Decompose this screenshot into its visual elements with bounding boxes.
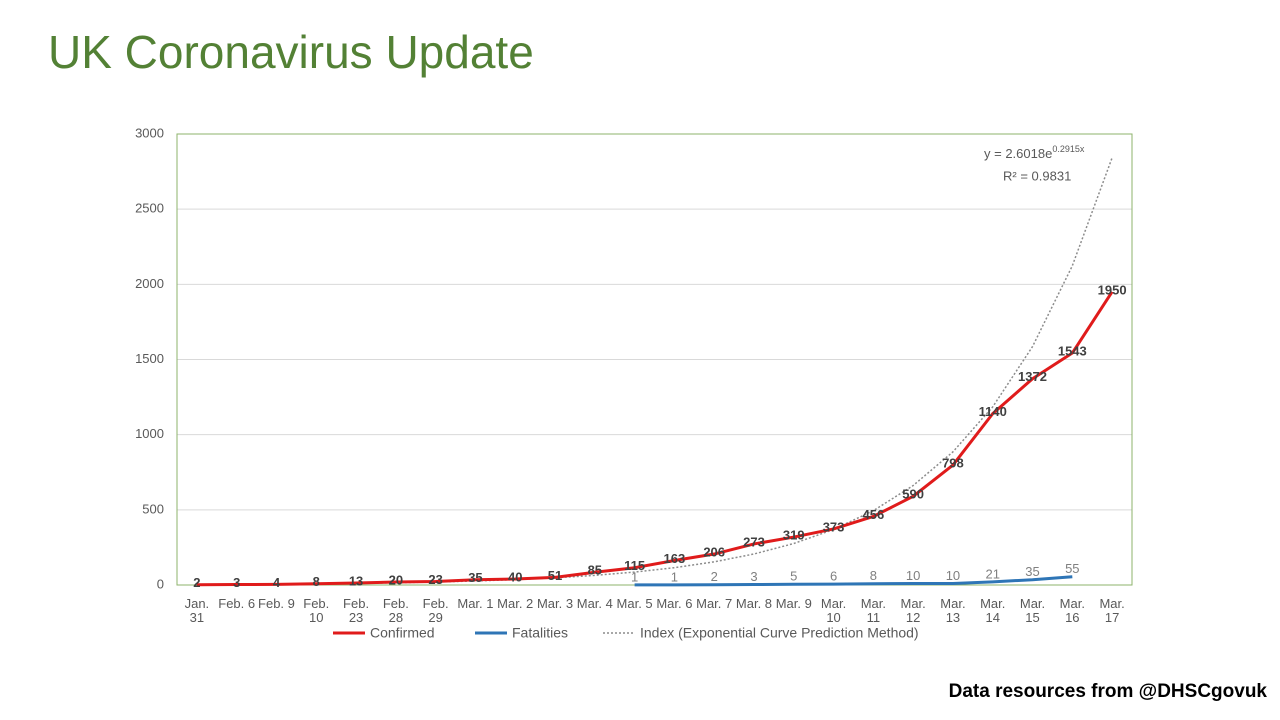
data-label: 1 <box>671 569 678 584</box>
chart-title: UK Coronavirus Update <box>48 26 534 78</box>
data-label: 456 <box>863 507 885 522</box>
x-tick-label: Feb. 23 <box>343 596 370 625</box>
y-tick-label: 2000 <box>135 276 164 291</box>
data-label: 21 <box>985 566 999 581</box>
x-tick-label: Mar. 9 <box>775 596 812 611</box>
series-line <box>196 157 1113 586</box>
data-label: 373 <box>823 519 845 534</box>
data-label: 1 <box>631 569 638 584</box>
data-label: 3 <box>750 569 757 584</box>
data-label: 6 <box>830 569 837 584</box>
x-tick-label: Feb. 10 <box>303 596 330 625</box>
data-label: 10 <box>906 568 920 583</box>
data-label: 23 <box>428 572 442 587</box>
data-label: 85 <box>588 563 602 578</box>
y-tick-label: 3000 <box>135 125 164 140</box>
x-tick-label: Mar. 8 <box>735 596 773 611</box>
trend-equation-exponent: 0.2915x <box>1052 144 1085 154</box>
data-label: 163 <box>664 551 686 566</box>
data-label: 20 <box>389 572 403 587</box>
data-label: 35 <box>1025 564 1039 579</box>
data-label: 206 <box>703 544 725 559</box>
data-label: 4 <box>273 575 281 590</box>
y-tick-label: 500 <box>142 501 164 516</box>
data-label: 2 <box>193 575 200 590</box>
data-label: 8 <box>313 574 320 589</box>
data-label: 35 <box>468 570 482 585</box>
x-tick-label: Mar. 1 <box>457 596 494 611</box>
x-tick-label: Mar. 5 <box>616 596 653 611</box>
x-tick-label: Mar. 10 <box>820 596 847 625</box>
x-tick-label: Mar. 7 <box>696 596 733 611</box>
data-label: 1372 <box>1018 369 1047 384</box>
data-label: 590 <box>902 487 924 502</box>
data-label: 319 <box>783 527 805 542</box>
x-tick-label: Mar. 13 <box>940 596 966 625</box>
data-label: 115 <box>624 558 645 573</box>
legend-label: Index (Exponential Curve Prediction Meth… <box>640 625 919 641</box>
y-tick-label: 1500 <box>135 351 164 366</box>
y-tick-label: 2500 <box>135 201 164 216</box>
x-tick-label: Mar. 6 <box>656 596 693 611</box>
x-tick-label: Feb. 28 <box>382 596 409 625</box>
legend-label: Confirmed <box>370 625 435 641</box>
x-tick-label: Mar. 16 <box>1059 596 1085 625</box>
data-label: 1543 <box>1058 343 1087 358</box>
x-tick-label: Mar. 11 <box>860 596 886 625</box>
x-tick-label: Mar. 4 <box>576 596 613 611</box>
series-line <box>196 291 1114 587</box>
source-note: Data resources from @DHSCgovuk <box>949 681 1268 702</box>
data-label: 2 <box>711 569 718 584</box>
legend-label: Fatalities <box>512 625 568 641</box>
y-tick-label: 0 <box>157 576 164 591</box>
data-label: 13 <box>349 573 363 588</box>
trend-equation-base: y = 2.6018e <box>984 146 1052 161</box>
x-tick-label: Mar. 3 <box>536 596 574 611</box>
data-label: 3 <box>233 575 240 590</box>
data-label: 798 <box>942 455 964 470</box>
data-label: 273 <box>743 534 765 549</box>
y-tick-label: 1000 <box>135 426 164 441</box>
data-label: 5 <box>790 569 797 584</box>
data-label: 51 <box>548 568 562 583</box>
x-tick-label: Feb. 6 <box>218 596 256 611</box>
x-tick-label: Jan. 31 <box>184 596 210 625</box>
series-line <box>634 575 1073 587</box>
data-label: 1140 <box>979 404 1007 419</box>
x-tick-label: Feb. 9 <box>258 596 295 611</box>
x-tick-label: Mar. 12 <box>900 596 926 625</box>
trend-equation: y = 2.6018e0.2915x <box>984 144 1085 161</box>
data-label: 1950 <box>1098 282 1127 297</box>
data-label: 10 <box>946 568 960 583</box>
data-label: 55 <box>1065 561 1079 576</box>
x-tick-label: Feb. 29 <box>422 596 449 625</box>
x-tick-label: Mar. 15 <box>1019 596 1046 625</box>
data-label: 8 <box>870 568 877 583</box>
x-tick-label: Mar. 17 <box>1099 596 1125 625</box>
trend-r-squared: R² = 0.9831 <box>1003 168 1071 183</box>
x-tick-label: Mar. 2 <box>497 596 534 611</box>
data-label: 40 <box>508 569 522 584</box>
x-tick-label: Mar. 14 <box>980 596 1006 625</box>
